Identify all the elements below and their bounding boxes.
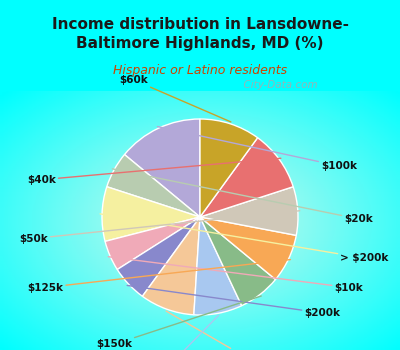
Wedge shape [200, 217, 276, 306]
Text: Hispanic or Latino residents: Hispanic or Latino residents [113, 64, 287, 77]
Text: $150k: $150k [96, 296, 261, 349]
Wedge shape [124, 119, 200, 217]
Text: $10k: $10k [108, 257, 363, 293]
Text: $100k: $100k [158, 127, 357, 171]
Text: $30k: $30k [166, 311, 258, 350]
Text: > $200k: > $200k [100, 214, 389, 263]
Text: Income distribution in Lansdowne-
Baltimore Highlands, MD (%): Income distribution in Lansdowne- Baltim… [52, 17, 348, 51]
Wedge shape [200, 187, 298, 235]
Wedge shape [200, 119, 258, 217]
Wedge shape [117, 217, 200, 296]
Wedge shape [105, 217, 200, 270]
Text: $20k: $20k [112, 169, 373, 224]
Text: $200k: $200k [127, 286, 340, 318]
Wedge shape [194, 217, 242, 315]
Wedge shape [200, 217, 296, 279]
Text: $75k: $75k [158, 315, 219, 350]
Text: $50k: $50k [19, 211, 300, 244]
Wedge shape [200, 138, 293, 217]
Wedge shape [107, 155, 200, 217]
Text: $60k: $60k [119, 75, 231, 122]
Wedge shape [142, 217, 200, 315]
Text: City-Data.com: City-Data.com [237, 79, 318, 90]
Text: $125k: $125k [27, 260, 290, 293]
Wedge shape [102, 187, 200, 242]
Text: $40k: $40k [27, 158, 281, 185]
